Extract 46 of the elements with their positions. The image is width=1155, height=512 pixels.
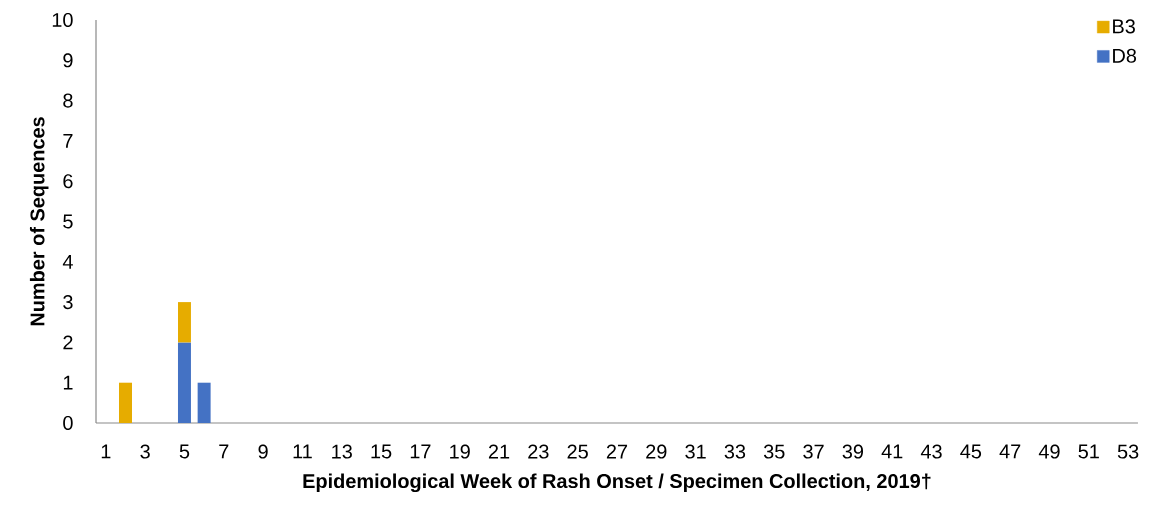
y-tick-label: 10 — [52, 12, 73, 28]
y-tick-label: 7 — [63, 134, 73, 148]
x-tick-label: 47 — [999, 444, 1021, 459]
x-tick-label: 1 — [101, 444, 111, 459]
x-tick-label: 13 — [332, 444, 352, 459]
y-tick-label: 1 — [63, 375, 73, 390]
bar — [177, 302, 191, 343]
y-tick-label: 8 — [63, 93, 73, 108]
x-tick-label: 17 — [410, 444, 431, 459]
x-tick-label: 23 — [528, 444, 549, 459]
y-tick-label: 5 — [63, 214, 73, 229]
x-tick-label: 15 — [371, 444, 392, 459]
x-tick-label: 51 — [1078, 444, 1099, 459]
x-tick-label: 33 — [724, 444, 746, 459]
y-tick-label: 6 — [63, 174, 73, 189]
y-axis-title: Number of Sequences — [29, 117, 49, 326]
x-tick-label: 3 — [140, 444, 150, 459]
x-tick-label: 21 — [488, 444, 510, 459]
x-tick-label: 29 — [646, 444, 667, 459]
y-tick-label: 9 — [63, 53, 73, 68]
x-tick-label: 5 — [179, 444, 190, 459]
bar — [177, 342, 191, 423]
legend-label: B3 — [1113, 19, 1135, 34]
legend-label: D8 — [1113, 48, 1137, 63]
x-tick-label: 41 — [881, 444, 903, 459]
x-tick-label: 11 — [293, 444, 312, 459]
x-axis-title: Epidemiological Week of Rash Onset / Specimen Collection, 2019† — [303, 473, 931, 493]
x-tick-label: 7 — [219, 444, 229, 459]
x-tick-label: 35 — [763, 444, 785, 459]
bar — [197, 382, 211, 423]
x-tick-label: 31 — [685, 444, 706, 459]
x-tick-label: 53 — [1117, 444, 1139, 459]
x-tick-label: 49 — [1038, 444, 1060, 459]
x-tick-label: 9 — [258, 444, 268, 459]
x-tick-label: 39 — [842, 444, 864, 459]
y-tick-label: 2 — [63, 335, 73, 350]
bar — [119, 382, 132, 423]
y-tick-label: 4 — [62, 254, 73, 269]
x-tick-label: 43 — [920, 444, 942, 459]
x-tick-label: 37 — [803, 444, 824, 459]
x-tick-label: 45 — [960, 444, 982, 459]
x-tick-label: 27 — [606, 444, 628, 459]
x-tick-label: 19 — [450, 444, 470, 459]
x-tick-label: 25 — [567, 444, 588, 459]
y-tick-label: 3 — [63, 295, 73, 310]
y-tick-label: 0 — [63, 415, 73, 431]
